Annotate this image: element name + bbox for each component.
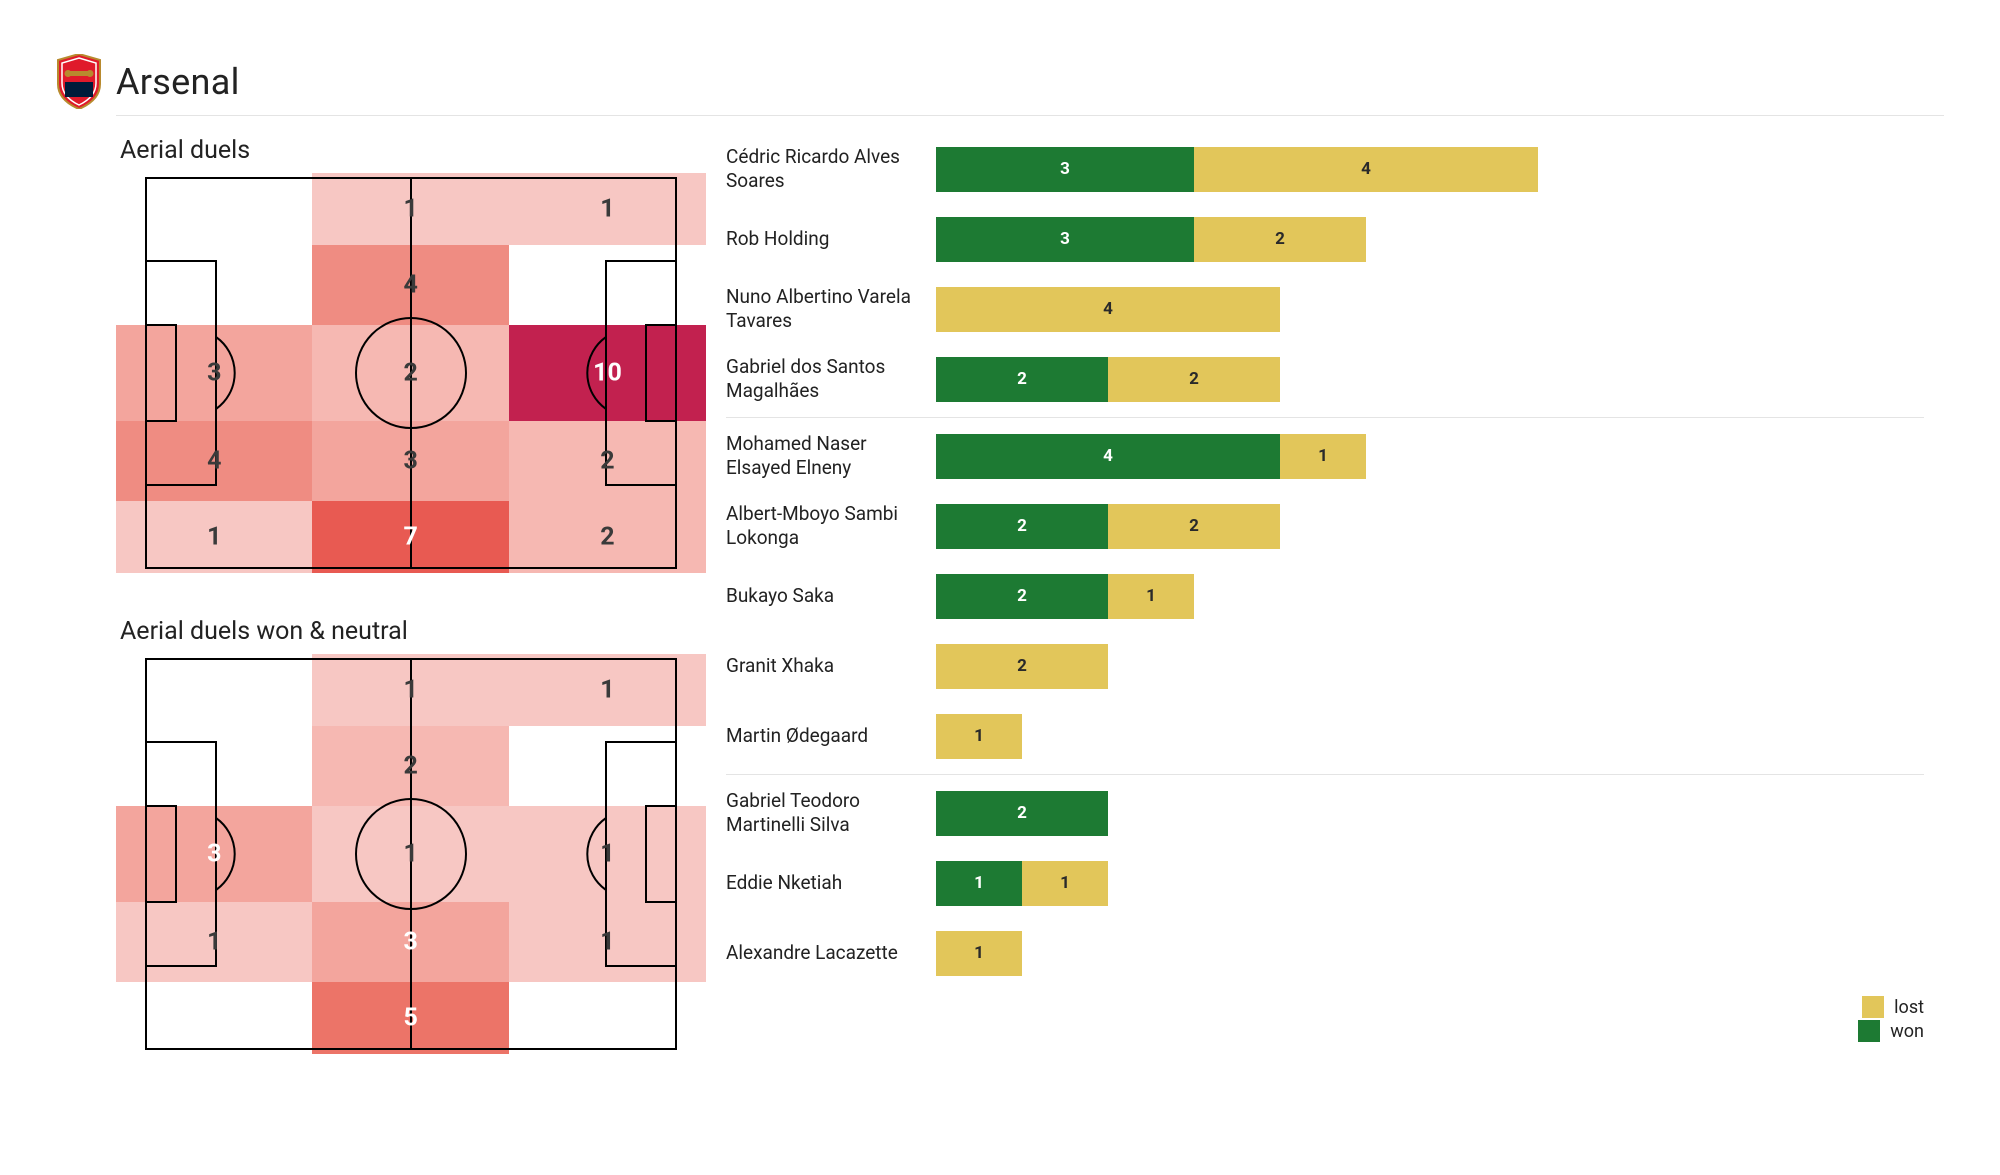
- heat-cell: [116, 501, 312, 573]
- lost-segment: 2: [1108, 357, 1280, 402]
- lost-segment: 1: [936, 714, 1022, 759]
- player-name: Rob Holding: [726, 227, 926, 251]
- bar-track: 1: [936, 714, 1924, 759]
- heat-cell: [312, 173, 508, 245]
- heat-cell: [312, 245, 508, 325]
- lost-segment: 2: [1108, 504, 1280, 549]
- player-bar-row: Eddie Nketiah 11: [726, 848, 1924, 918]
- heat-cell: [312, 501, 508, 573]
- bar-track: 22: [936, 504, 1924, 549]
- player-bar-row: Cédric Ricardo Alves Soares 34: [726, 134, 1924, 204]
- player-bar-row: Nuno Albertino Varela Tavares 4: [726, 274, 1924, 344]
- lost-segment: 1: [1022, 861, 1108, 906]
- won-segment: 2: [936, 574, 1108, 619]
- heat-cell: [509, 173, 706, 245]
- pitch-title-1: Aerial duels: [120, 136, 686, 165]
- heat-cell: [509, 806, 706, 902]
- lost-segment: 1: [1108, 574, 1194, 619]
- won-segment: 3: [936, 217, 1194, 262]
- heat-cell: [312, 726, 508, 806]
- lost-segment: 2: [936, 644, 1108, 689]
- heat-cell: [312, 982, 508, 1054]
- player-name: Granit Xhaka: [726, 654, 926, 678]
- won-segment: 1: [936, 861, 1022, 906]
- team-crest-icon: [56, 54, 102, 109]
- bar-track: 2: [936, 644, 1924, 689]
- player-bar-row: Mohamed Naser Elsayed Elneny 41: [726, 421, 1924, 491]
- header-rule: [116, 115, 1944, 116]
- bar-track: 34: [936, 147, 1924, 192]
- heat-cell: [509, 902, 706, 982]
- bar-track: 11: [936, 861, 1924, 906]
- bar-track: 32: [936, 217, 1924, 262]
- heat-cell: [116, 902, 312, 982]
- player-name: Nuno Albertino Varela Tavares: [726, 285, 926, 333]
- bar-track: 21: [936, 574, 1924, 619]
- heat-cell: [509, 325, 706, 421]
- legend: lost won: [726, 996, 1924, 1042]
- team-name: Arsenal: [116, 61, 240, 103]
- heat-cell: [312, 325, 508, 421]
- lost-segment: 4: [1194, 147, 1538, 192]
- player-name: Cédric Ricardo Alves Soares: [726, 145, 926, 193]
- player-bar-row: Martin Ødegaard 1: [726, 701, 1924, 771]
- heat-cell: [116, 421, 312, 501]
- heat-cell: [312, 902, 508, 982]
- pitch-title-2: Aerial duels won & neutral: [120, 617, 686, 646]
- pitches-column: Aerial duels 1143210432172 Aerial duels …: [56, 126, 686, 1098]
- bar-track: 22: [936, 357, 1924, 402]
- lost-segment: 1: [1280, 434, 1366, 479]
- lost-segment: 4: [936, 287, 1280, 332]
- player-bar-row: Granit Xhaka 2: [726, 631, 1924, 701]
- player-name: Eddie Nketiah: [726, 871, 926, 895]
- player-bar-row: Bukayo Saka 21: [726, 561, 1924, 631]
- player-bar-row: Gabriel Teodoro Martinelli Silva 2: [726, 778, 1924, 848]
- won-segment: 2: [936, 504, 1108, 549]
- player-bar-row: Albert-Mboyo Sambi Lokonga 22: [726, 491, 1924, 561]
- won-segment: 2: [936, 791, 1108, 836]
- player-name: Alexandre Lacazette: [726, 941, 926, 965]
- player-name: Mohamed Naser Elsayed Elneny: [726, 432, 926, 480]
- legend-lost: lost: [1862, 996, 1924, 1018]
- aerial-duels-heatmap: 1143210432172: [116, 173, 706, 573]
- bar-track: 2: [936, 791, 1924, 836]
- group-rule: [726, 417, 1924, 418]
- legend-won: won: [1858, 1020, 1924, 1042]
- content: Aerial duels 1143210432172 Aerial duels …: [56, 126, 1944, 1098]
- player-bars-chart: Cédric Ricardo Alves Soares 34 Rob Holdi…: [726, 126, 1944, 1098]
- heat-cell: [312, 421, 508, 501]
- player-bar-row: Gabriel dos Santos Magalhães 22: [726, 344, 1924, 414]
- player-name: Albert-Mboyo Sambi Lokonga: [726, 502, 926, 550]
- player-name: Gabriel Teodoro Martinelli Silva: [726, 789, 926, 837]
- player-name: Bukayo Saka: [726, 584, 926, 608]
- heat-cell: [312, 806, 508, 902]
- header: Arsenal: [56, 54, 1944, 109]
- heat-cell: [509, 501, 706, 573]
- heat-cell: [509, 421, 706, 501]
- group-rule: [726, 774, 1924, 775]
- player-bar-row: Alexandre Lacazette 1: [726, 918, 1924, 988]
- player-name: Gabriel dos Santos Magalhães: [726, 355, 926, 403]
- bar-track: 41: [936, 434, 1924, 479]
- bar-track: 4: [936, 287, 1924, 332]
- lost-segment: 1: [936, 931, 1022, 976]
- heat-cell: [116, 325, 312, 421]
- player-name: Martin Ødegaard: [726, 724, 926, 748]
- heat-cell: [312, 654, 508, 726]
- heat-cell: [509, 654, 706, 726]
- heat-cell: [116, 806, 312, 902]
- won-segment: 4: [936, 434, 1280, 479]
- won-segment: 3: [936, 147, 1194, 192]
- player-bar-row: Rob Holding 32: [726, 204, 1924, 274]
- won-segment: 2: [936, 357, 1108, 402]
- aerial-duels-won-heatmap: 1123111315: [116, 654, 706, 1054]
- bar-track: 1: [936, 931, 1924, 976]
- lost-segment: 2: [1194, 217, 1366, 262]
